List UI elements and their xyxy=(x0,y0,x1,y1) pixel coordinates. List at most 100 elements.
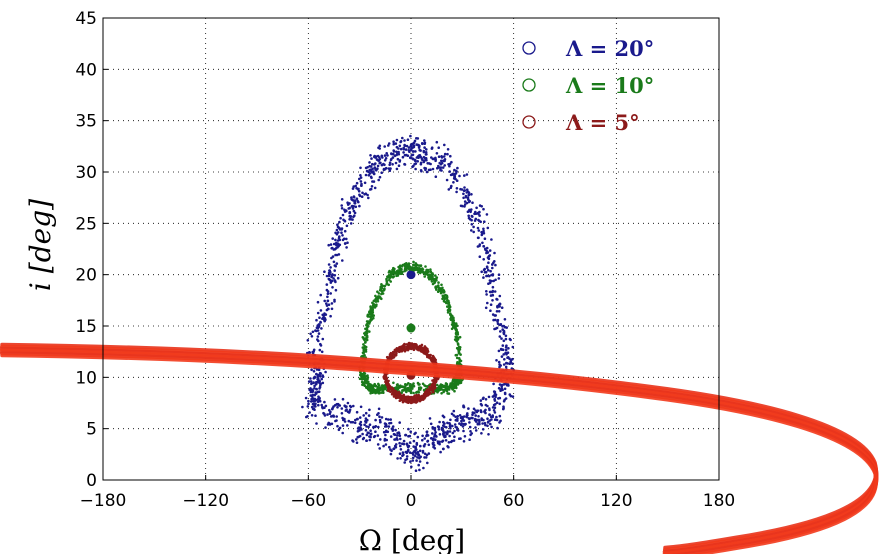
series-point xyxy=(329,415,333,418)
series-point xyxy=(367,425,370,429)
series-point xyxy=(458,335,462,339)
series-point xyxy=(495,326,499,330)
series-point xyxy=(363,346,366,350)
x-tick-label: −180 xyxy=(80,491,127,511)
series-point xyxy=(480,270,484,274)
series-point xyxy=(351,187,355,190)
series-point xyxy=(363,423,366,427)
series-point xyxy=(384,417,388,421)
series-point xyxy=(429,268,432,271)
series-point xyxy=(455,346,459,350)
series-point xyxy=(508,362,512,366)
series-point xyxy=(319,293,323,297)
series-point xyxy=(371,301,374,305)
series-point xyxy=(340,407,344,410)
series-point xyxy=(379,285,383,289)
series-point xyxy=(358,429,361,432)
series-point xyxy=(396,457,399,460)
series-point xyxy=(317,332,321,335)
series-point xyxy=(330,302,334,305)
series-point xyxy=(500,385,504,388)
series-point xyxy=(399,437,402,441)
series-point xyxy=(421,142,424,146)
series-point xyxy=(341,234,344,237)
series-point xyxy=(368,320,372,324)
series-point xyxy=(484,408,487,412)
series-point xyxy=(329,292,333,295)
series-point xyxy=(458,414,462,417)
series-point xyxy=(480,230,483,234)
series-point xyxy=(487,433,490,436)
series-point xyxy=(336,424,339,428)
series-point xyxy=(340,231,343,234)
series-point xyxy=(391,428,395,431)
series-point xyxy=(412,395,416,398)
series-point xyxy=(378,388,382,392)
series-point xyxy=(431,432,434,435)
series-point xyxy=(332,242,336,246)
series-point xyxy=(469,433,472,437)
series-point xyxy=(407,435,410,438)
series-point xyxy=(348,408,352,412)
series-point xyxy=(434,175,438,178)
series-point xyxy=(420,169,423,173)
series-point xyxy=(388,163,392,167)
series-point xyxy=(409,430,413,434)
series-point xyxy=(395,167,399,171)
series-point xyxy=(328,273,332,276)
series-point xyxy=(439,385,443,389)
series-point xyxy=(352,404,355,408)
series-point xyxy=(371,162,374,166)
series-point xyxy=(438,287,441,290)
series-point xyxy=(365,439,368,443)
series-point xyxy=(495,418,499,422)
series-point xyxy=(433,278,436,281)
series-point xyxy=(382,444,385,448)
series-point xyxy=(402,385,406,389)
series-point xyxy=(485,251,488,255)
series-point xyxy=(390,275,394,278)
series-point xyxy=(377,146,380,149)
series-point xyxy=(410,146,413,150)
series-3 xyxy=(382,341,441,405)
series-point xyxy=(371,180,374,183)
series-point xyxy=(416,450,420,454)
series-point xyxy=(438,433,442,436)
series-point xyxy=(311,393,315,397)
series-point xyxy=(341,397,345,401)
series-point xyxy=(443,431,447,434)
series-point xyxy=(414,262,418,265)
series-point xyxy=(423,146,426,149)
series-point xyxy=(383,154,387,157)
series-point xyxy=(483,237,487,240)
series-point xyxy=(402,151,405,154)
series-point xyxy=(493,411,497,414)
series-point xyxy=(402,439,406,443)
series-point xyxy=(403,343,406,347)
series-point xyxy=(396,274,400,277)
plot-frame xyxy=(102,17,720,481)
red-scribble-stroke xyxy=(0,348,879,554)
series-point xyxy=(452,414,456,417)
series-point xyxy=(319,320,322,324)
series-point xyxy=(329,266,332,269)
series-point xyxy=(400,267,403,271)
series-point xyxy=(508,393,512,396)
series-point xyxy=(427,452,431,455)
series-point xyxy=(469,430,472,433)
series-point xyxy=(465,188,469,191)
series-point xyxy=(503,391,507,395)
series-point xyxy=(481,428,485,431)
series-point xyxy=(417,268,421,271)
series-point xyxy=(426,461,429,465)
series-point xyxy=(469,210,472,214)
series-point xyxy=(404,397,408,400)
series-point xyxy=(501,388,504,392)
series-point xyxy=(401,389,405,392)
series-point xyxy=(500,306,504,310)
series-point xyxy=(361,383,364,387)
series-point xyxy=(464,422,467,426)
series-point xyxy=(370,176,373,180)
series-point xyxy=(317,325,321,329)
series-point xyxy=(329,279,332,282)
